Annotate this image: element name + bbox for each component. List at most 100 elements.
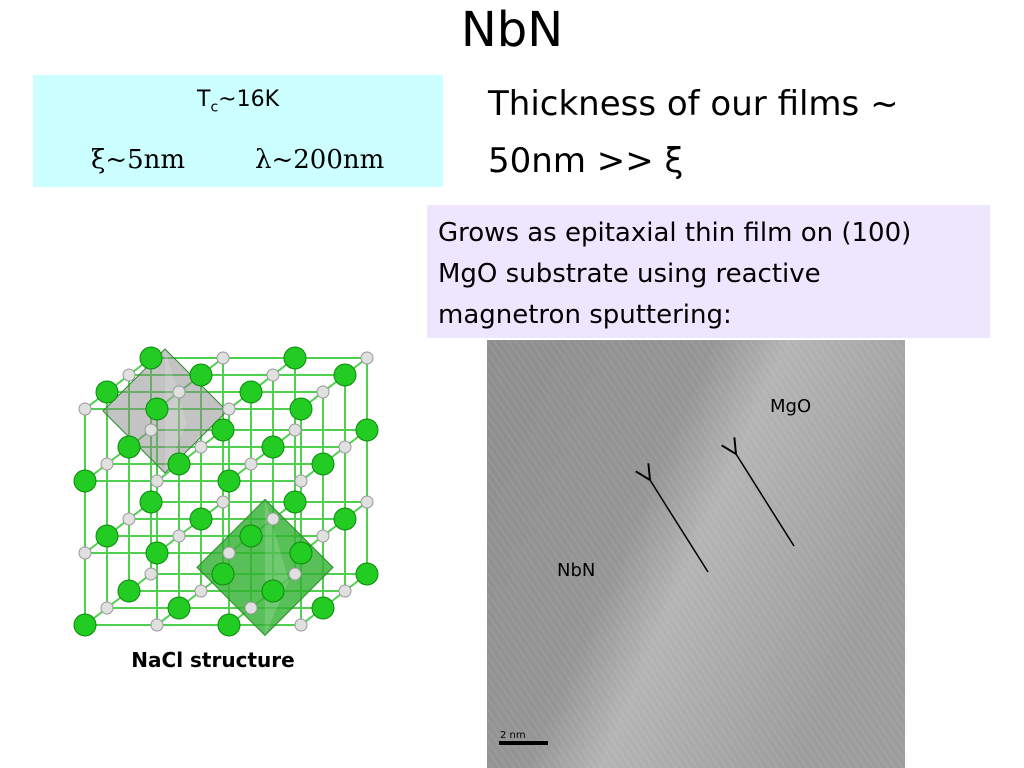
na-atom — [194, 584, 208, 598]
na-atom — [100, 457, 114, 471]
na-atom — [338, 440, 352, 454]
text-line: 50nm >> ξ — [488, 141, 684, 181]
lattice-bond — [84, 573, 152, 626]
cl-atom — [95, 524, 119, 548]
na-atom — [316, 385, 330, 399]
lattice-bond — [300, 429, 368, 482]
na-atom — [294, 618, 308, 632]
cl-atom — [117, 435, 141, 459]
cl-atom — [145, 541, 169, 565]
octahedron — [196, 498, 334, 637]
lattice-bond — [228, 357, 296, 410]
growth-text: Grows as epitaxial thin film on (100) Mg… — [438, 213, 911, 336]
cl-atom — [167, 452, 191, 476]
na-atom — [316, 529, 330, 543]
na-atom — [294, 474, 308, 488]
na-atom — [266, 512, 280, 526]
cl-atom — [283, 346, 307, 370]
na-atom — [266, 368, 280, 382]
lattice-bond — [156, 429, 224, 482]
na-atom — [216, 495, 230, 509]
na-atom — [150, 474, 164, 488]
na-atom — [338, 584, 352, 598]
cl-atom — [167, 596, 191, 620]
na-atom — [222, 546, 236, 560]
na-atom — [288, 423, 302, 437]
cl-atom — [355, 418, 379, 442]
cl-atom — [355, 562, 379, 586]
cl-atom — [261, 579, 285, 603]
na-atom — [150, 618, 164, 632]
tc-subscript: c — [210, 99, 219, 116]
critical-temperature: Tc~16K — [33, 87, 443, 115]
na-atom — [144, 567, 158, 581]
lattice-bond — [228, 429, 296, 482]
lattice-bond — [156, 501, 224, 554]
mgo-label: MgO — [770, 396, 811, 417]
na-atom — [78, 402, 92, 416]
cl-atom — [239, 524, 263, 548]
cl-atom — [239, 380, 263, 404]
na-atom — [172, 529, 186, 543]
cl-atom — [189, 363, 213, 387]
cl-atom — [211, 418, 235, 442]
cl-atom — [95, 380, 119, 404]
properties-box: Tc~16K ξ~5nm λ~200nm — [33, 75, 443, 187]
cl-atom — [139, 490, 163, 514]
scale-bar-label: 2 nm — [500, 730, 526, 741]
text-line: Thickness of our films ~ — [488, 84, 899, 124]
cl-atom — [283, 490, 307, 514]
cl-atom — [211, 562, 235, 586]
octahedron-face — [165, 349, 187, 473]
thickness-note: Thickness of our films ~ 50nm >> ξ — [488, 76, 899, 190]
na-atom — [100, 601, 114, 615]
lattice-bond — [300, 573, 368, 626]
cl-atom — [73, 613, 97, 637]
na-atom — [172, 385, 186, 399]
arrow — [736, 454, 795, 547]
slide-title: NbN — [460, 2, 564, 58]
cl-atom — [311, 596, 335, 620]
text-line: MgO substrate using reactive — [438, 259, 821, 289]
lattice-bond — [300, 357, 368, 410]
text-line: magnetron sputtering: — [438, 300, 732, 330]
cl-atom — [289, 397, 313, 421]
na-atom — [244, 457, 258, 471]
lattice-bond — [84, 357, 152, 410]
cl-atom — [333, 363, 357, 387]
crystal-caption: NaCl structure — [131, 648, 295, 672]
cl-atom — [73, 469, 97, 493]
na-atom — [194, 440, 208, 454]
na-atom — [216, 351, 230, 365]
na-atom — [360, 495, 374, 509]
cl-atom — [289, 541, 313, 565]
na-atom — [288, 567, 302, 581]
cl-atom — [139, 346, 163, 370]
coherence-length: ξ~5nm — [91, 145, 186, 175]
scale-bar — [499, 741, 548, 745]
tc-symbol: T — [196, 87, 211, 112]
tc-value: ~16K — [218, 87, 279, 112]
lattice-bond — [84, 501, 152, 554]
cl-atom — [117, 579, 141, 603]
cl-atom — [311, 452, 335, 476]
text-line: Grows as epitaxial thin film on (100) — [438, 218, 912, 248]
na-atom — [144, 423, 158, 437]
na-atom — [244, 601, 258, 615]
penetration-depth: λ~200nm — [255, 145, 385, 175]
lattice-bond — [300, 501, 368, 554]
na-atom — [222, 402, 236, 416]
cl-atom — [145, 397, 169, 421]
na-atom — [360, 351, 374, 365]
nbn-label: NbN — [557, 560, 595, 581]
na-atom — [122, 368, 136, 382]
cl-atom — [189, 507, 213, 531]
cl-atom — [217, 613, 241, 637]
na-atom — [122, 512, 136, 526]
cl-atom — [333, 507, 357, 531]
cl-atom — [217, 469, 241, 493]
na-atom — [78, 546, 92, 560]
growth-box: Grows as epitaxial thin film on (100) Mg… — [427, 205, 990, 338]
micrograph: MgO NbN 2 nm — [487, 340, 905, 768]
